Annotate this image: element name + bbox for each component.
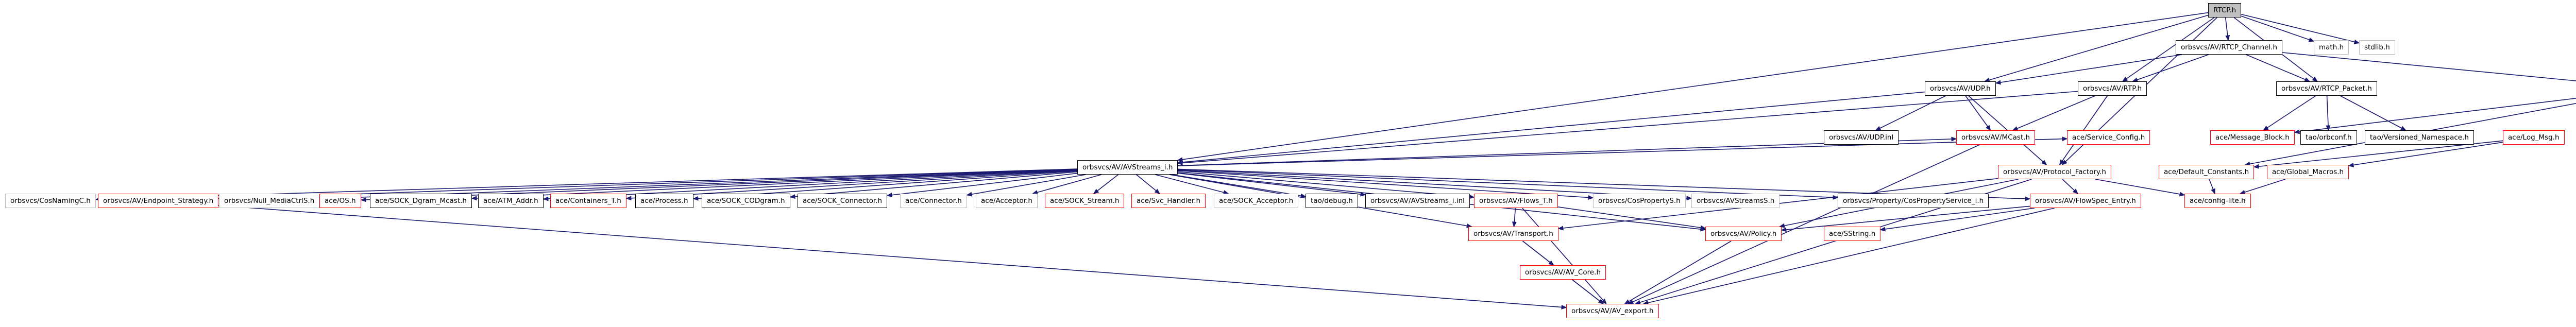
graph-node-rtcp_channel[interactable]: orbsvcs/AV/RTCP_Channel.h: [2176, 40, 2283, 55]
include-edge-avstreams_i-to-tao_debug: [1171, 174, 1307, 198]
graph-node-udp[interactable]: orbsvcs/AV/UDP.h: [1925, 81, 1996, 96]
graph-node-av_core[interactable]: orbsvcs/AV/AV_Core.h: [1520, 265, 1606, 280]
include-edge-rtcp_channel-to-udp: [1995, 54, 2182, 85]
graph-node-rtp[interactable]: orbsvcs/AV/RTP.h: [2078, 81, 2147, 96]
graph-node-av_export[interactable]: orbsvcs/AV/AV_export.h: [1566, 304, 1659, 318]
graph-node-cosproperty_s: orbsvcs/CosPropertyS.h: [1593, 194, 1686, 208]
graph-node-sock_stream[interactable]: ace/SOCK_Stream.h: [1045, 194, 1125, 208]
graph-node-rtcp: RTCP.h: [2208, 3, 2242, 18]
include-edge-avstreams_i-to-service_config: [1177, 136, 2068, 166]
include-edge-rtcp_channel-to-rtcp_packet: [2246, 54, 2311, 82]
include-edge-mcast-to-av_export: [1628, 144, 1980, 304]
include-edge-rtcp_channel-to-rtp: [2132, 54, 2209, 82]
graph-node-process[interactable]: ace/Process.h: [635, 194, 693, 208]
graph-node-service_config[interactable]: ace/Service_Config.h: [2067, 130, 2150, 145]
include-edge-udp-to-avstreams_i: [1177, 91, 1925, 165]
graph-node-null_mediactrl: orbsvcs/Null_MediaCtrlS.h: [219, 194, 320, 208]
include-edge-protocol_factory-to-config_lite: [2095, 179, 2185, 197]
include-edge-avstreams_i-to-avstreams_inl: [1177, 173, 1366, 197]
include-edge-global_macros-to-config_lite: [2239, 179, 2285, 195]
include-edge-avstreams_i-to-connector: [966, 174, 1086, 197]
graph-node-message_block[interactable]: ace/Message_Block.h: [2210, 130, 2295, 145]
graph-node-math: math.h: [2314, 40, 2349, 55]
graph-node-udp_inl[interactable]: orbsvcs/AV/UDP.inl: [1824, 130, 1899, 145]
include-edge-rtcp-to-udp: [1984, 14, 2209, 82]
include-edge-rtp-to-avstreams_i: [1177, 91, 2078, 165]
graph-node-connector: ace/Connector.h: [900, 194, 967, 208]
include-edge-avstreams_i-to-atm_addr: [543, 169, 1078, 201]
graph-node-config_lite[interactable]: ace/config-lite.h: [2184, 194, 2251, 208]
graph-node-containers_t[interactable]: ace/Containers_T.h: [550, 194, 626, 208]
include-edge-flowspec_entry-to-sstring: [1879, 208, 2035, 232]
include-edge-rtcp_packet-to-message_block: [2262, 95, 2316, 131]
graph-node-endpoint[interactable]: orbsvcs/AV/Endpoint_Strategy.h: [98, 194, 219, 208]
include-edge-udp-to-mcast: [1965, 95, 1991, 131]
include-edge-log_msg-to-default_constants: [2253, 140, 2503, 169]
include-edge-avstreams_i-to-sock_stream: [1093, 174, 1119, 194]
graph-node-transport[interactable]: orbsvcs/AV/Transport.h: [1468, 227, 1558, 241]
graph-node-mcast[interactable]: orbsvcs/AV/MCast.h: [1956, 130, 2036, 145]
include-edge-rtcp-to-rtcp_channel: [2225, 17, 2230, 41]
include-edge-rtcp-to-stdlib: [2241, 14, 2360, 44]
graph-node-log_msg[interactable]: ace/Log_Msg.h: [2503, 130, 2565, 145]
include-edge-log_msg-to-global_macros: [2348, 142, 2503, 167]
include-edge-default_constants-to-config_lite: [2209, 179, 2215, 195]
graph-node-sock_connector[interactable]: ace/SOCK_Connector.h: [798, 194, 888, 208]
include-edge-rtcp_channel-to-hashmap_t: [2282, 52, 2576, 81]
graph-node-protocol_factory[interactable]: orbsvcs/AV/Protocol_Factory.h: [1998, 165, 2111, 179]
graph-node-policy[interactable]: orbsvcs/AV/Policy.h: [1705, 227, 1782, 241]
include-edge-avstreams_i-to-endpoint: [217, 168, 1078, 201]
graph-node-versioned_ns[interactable]: tao/Versioned_Namespace.h: [2365, 130, 2474, 145]
include-edge-protocol_factory-to-flowspec_entry: [2062, 179, 2079, 195]
graph-node-cosnaming: orbsvcs/CosNamingC.h: [5, 194, 96, 208]
include-edge-rtcp_packet-to-versioned_ns: [2340, 95, 2406, 131]
include-edge-avstreams_i-to-cosproperty_s: [1177, 170, 1594, 200]
include-edge-rtcp_packet-to-orbconf: [2326, 95, 2331, 131]
graph-node-flowspec_entry[interactable]: orbsvcs/AV/FlowSpec_Entry.h: [2030, 194, 2141, 208]
include-edge-hashmap_t-to-message_block: [2294, 98, 2576, 134]
graph-node-tao_debug[interactable]: tao/debug.h: [1306, 194, 1358, 208]
include-edge-avstreams_i-to-containers_t: [625, 170, 1078, 201]
include-edge-avstreams_i-to-cosproperty_i: [1177, 169, 1839, 200]
include-edge-rtcp-to-math: [2241, 15, 2315, 42]
graph-node-rtcp_packet[interactable]: orbsvcs/AV/RTCP_Packet.h: [2276, 81, 2377, 96]
include-edge-avstreams_i-to-flows_t: [1177, 171, 1475, 199]
include-edge-rtcp-to-rtp: [2122, 17, 2215, 82]
graph-node-sock_acceptor: ace/SOCK_Acceptor.h: [1214, 194, 1299, 208]
graph-node-avstreams_inl[interactable]: orbsvcs/AV/AVStreams_i.inl: [1365, 194, 1470, 208]
include-edge-av_core-to-av_export: [1572, 279, 1604, 304]
include-edge-rtcp-to-avstreams_i: [1177, 12, 2209, 162]
include-edge-avstreams_i-to-sock_acceptor: [1155, 174, 1229, 195]
include-edge-endpoint-to-av_export: [218, 205, 1567, 309]
graph-node-sstring[interactable]: ace/SString.h: [1824, 227, 1881, 241]
include-edge-avstreams_i-to-svc_handler: [1136, 174, 1161, 194]
graph-node-sock_dgram_mcast[interactable]: ace/SOCK_Dgram_Mcast.h: [370, 194, 472, 208]
graph-node-stdlib: stdlib.h: [2359, 40, 2395, 55]
include-edge-flows_t-to-av_export: [1522, 208, 1607, 305]
graph-node-avstreams_s: orbsvcs/AVStreamsS.h: [1691, 194, 1780, 208]
include-edge-flows_t-to-policy: [1557, 206, 1706, 230]
graph-node-acceptor: ace/Acceptor.h: [976, 194, 1038, 208]
include-edge-udp-to-udp_inl: [1875, 95, 1946, 131]
graph-node-ace_os[interactable]: ace/OS.h: [319, 194, 361, 208]
graph-node-atm_addr[interactable]: ace/ATM_Addr.h: [478, 194, 544, 208]
include-edge-avstreams_i-to-acceptor: [1032, 174, 1102, 195]
include-edge-flowspec_entry-to-policy: [1781, 205, 2030, 232]
include-edge-rtp-to-mcast: [2012, 95, 2095, 131]
graph-node-flows_t[interactable]: orbsvcs/AV/Flows_T.h: [1474, 194, 1558, 208]
graph-node-default_constants[interactable]: ace/Default_Constants.h: [2159, 165, 2255, 179]
graph-node-orbconf[interactable]: tao/orbconf.h: [2300, 130, 2357, 145]
graph-node-sock_codgram[interactable]: ace/SOCK_CODgram.h: [702, 194, 790, 208]
graph-node-svc_handler[interactable]: ace/Svc_Handler.h: [1131, 194, 1206, 208]
include-edge-flowspec_entry-to-av_export: [1642, 208, 2055, 305]
include-edge-avstreams_i-to-sock_codgram: [789, 171, 1078, 199]
graph-node-global_macros[interactable]: ace/Global_Macros.h: [2267, 165, 2349, 179]
include-edge-avstreams_i-to-sock_connector: [886, 173, 1078, 198]
graph-node-avstreams_i[interactable]: orbsvcs/AV/AVStreams_i.h: [1077, 160, 1178, 175]
include-edge-flows_t-to-transport: [1512, 208, 1517, 228]
include-edge-policy-to-av_export: [1624, 240, 1732, 304]
graph-node-cosproperty_i[interactable]: orbsvcs/Property/CosPropertyService_i.h: [1838, 194, 1989, 208]
